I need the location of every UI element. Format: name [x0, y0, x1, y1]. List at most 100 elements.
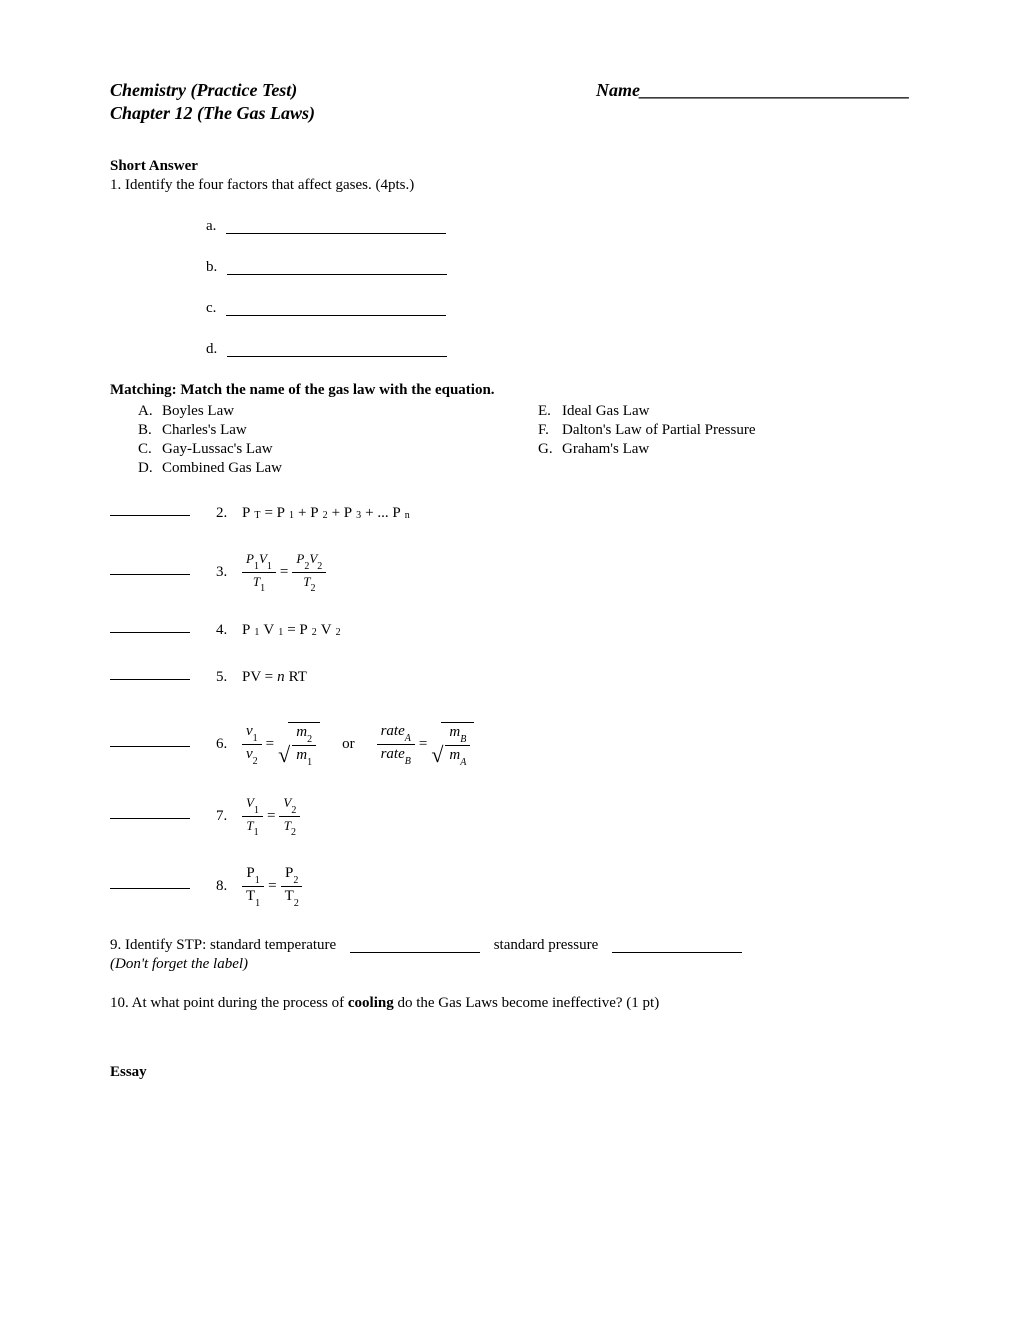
q7-row: 7. V1 T1 = V2 T2 [110, 796, 910, 836]
q7-frac-right: V2 T2 [279, 796, 300, 836]
q6-equation: v1 v2 = √ m2 m1 or rateA rateB [242, 722, 474, 766]
s4: 2 [304, 561, 309, 572]
q6-number: 6. [216, 736, 242, 753]
p1: P [246, 865, 254, 881]
v1: v [246, 723, 253, 739]
v1: V [246, 795, 254, 810]
s1: 1 [253, 733, 258, 744]
text-a: Boyles Law [162, 403, 234, 420]
q6-answer-blank[interactable] [110, 746, 190, 747]
matching-columns: A.Boyles Law B.Charles's Law C.Gay-Lussa… [110, 401, 910, 479]
q2-sn: n [405, 510, 410, 521]
rb: rate [381, 746, 405, 762]
q2-answer-blank[interactable] [110, 515, 190, 516]
text-d: Combined Gas Law [162, 460, 282, 477]
label-a: a. [206, 218, 216, 234]
matching-right: E.Ideal Gas Law F.Dalton's Law of Partia… [510, 401, 910, 479]
q3-answer-blank[interactable] [110, 574, 190, 575]
q1-blank-b: b. [206, 259, 910, 276]
name-blank[interactable]: ______________________________ [640, 80, 910, 100]
q1-blank-c: c. [206, 300, 910, 317]
label-b: B. [138, 422, 162, 439]
q5-row: 5. PV = nRT [110, 669, 910, 686]
q9-blank-temp[interactable] [350, 952, 480, 953]
s4: 2 [294, 898, 299, 909]
label-a: A. [138, 403, 162, 420]
rt: RT [289, 669, 307, 686]
q8-number: 8. [216, 878, 242, 895]
q4-answer-blank[interactable] [110, 632, 190, 633]
s4: 2 [336, 627, 341, 638]
q2-number: 2. [216, 505, 242, 522]
blank-a[interactable] [226, 233, 446, 234]
s1: 1 [254, 627, 259, 638]
q3-frac-right: P2V2 T2 [292, 552, 326, 592]
blank-c[interactable] [226, 315, 446, 316]
matching-item-d: D.Combined Gas Law [138, 460, 510, 477]
smB: B [460, 734, 466, 745]
label-f: F. [538, 422, 562, 439]
equation-list: 2. PT = P1 + P2 + P3 + ... Pn 3. P1V1 T1… [110, 505, 910, 907]
s3: 2 [312, 627, 317, 638]
q7-answer-blank[interactable] [110, 818, 190, 819]
name-field: Name______________________________ [596, 80, 910, 101]
label-d: d. [206, 341, 217, 357]
q2-subT: T [254, 510, 260, 521]
q6-frac-m: m2 m1 [292, 725, 316, 766]
q4-number: 4. [216, 622, 242, 639]
q10: 10. At what point during the process of … [110, 995, 910, 1012]
matching-left: A.Boyles Law B.Charles's Law C.Gay-Lussa… [110, 401, 510, 479]
s2: 1 [267, 561, 272, 572]
s2: 1 [254, 827, 259, 838]
q9-text-a: 9. Identify STP: standard temperature [110, 937, 336, 953]
q9-blank-pressure[interactable] [612, 952, 742, 953]
q2-s2: 2 [323, 510, 328, 521]
t1: T [246, 818, 253, 833]
q2-eq: = P [264, 505, 285, 522]
q10-bold: cooling [348, 995, 394, 1011]
label-c: c. [206, 300, 216, 316]
q4-equation: P1V1 = P2V2 [242, 622, 341, 639]
s2: 1 [255, 898, 260, 909]
matching-item-f: F.Dalton's Law of Partial Pressure [538, 422, 910, 439]
q1-text: 1. Identify the four factors that affect… [110, 177, 910, 194]
p: P [242, 622, 250, 639]
q7-equation: V1 T1 = V2 T2 [242, 796, 300, 836]
matching-item-c: C.Gay-Lussac's Law [138, 441, 510, 458]
smA: A [460, 757, 466, 768]
q3-equation: P1V1 T1 = P2V2 T2 [242, 552, 326, 592]
eq2: = [419, 736, 427, 753]
q6-frac-rate: rateA rateB [377, 724, 415, 765]
q4-row: 4. P1V1 = P2V2 [110, 622, 910, 639]
q8-equation: P1 T1 = P2 T2 [242, 866, 303, 907]
t2: T [284, 818, 291, 833]
q10-text-a: 10. At what point during the process of [110, 995, 348, 1011]
eq1: = [266, 736, 274, 753]
essay-heading: Essay [110, 1064, 910, 1081]
q6-frac-v: v1 v2 [242, 724, 262, 765]
q9-note: (Don't forget the label) [110, 956, 910, 973]
q8-frac-right: P2 T2 [281, 866, 303, 907]
q8-frac-left: P1 T1 [242, 866, 264, 907]
q6-row: 6. v1 v2 = √ m2 m1 or [110, 722, 910, 766]
ra: rate [381, 723, 405, 739]
q6-frac-mab: mB mA [445, 725, 470, 766]
name-label: Name [596, 80, 640, 100]
q2-p2: + P [298, 505, 319, 522]
q5-answer-blank[interactable] [110, 679, 190, 680]
blank-b[interactable] [227, 274, 447, 275]
v2: v [246, 746, 253, 762]
q2-equation: PT = P1 + P2 + P3 + ... Pn [242, 505, 410, 522]
q2-p3: + P [332, 505, 353, 522]
q8-answer-blank[interactable] [110, 888, 190, 889]
q1-blank-a: a. [206, 218, 910, 235]
matching-item-g: G.Graham's Law [538, 441, 910, 458]
blank-d[interactable] [227, 356, 447, 357]
eq: = P [287, 622, 308, 639]
sB: B [405, 756, 411, 767]
s1: 1 [255, 875, 260, 886]
n: n [277, 669, 285, 686]
v2: V [321, 622, 332, 639]
label-d: D. [138, 460, 162, 477]
q10-text-b: do the Gas Laws become ineffective? (1 p… [394, 995, 659, 1011]
